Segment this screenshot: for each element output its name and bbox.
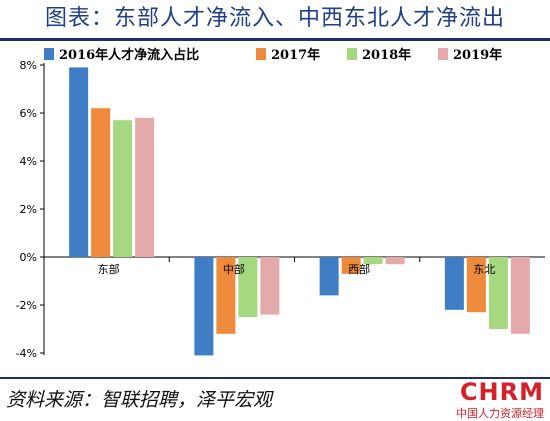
bar <box>194 257 214 356</box>
legend-label: 2019年 <box>453 47 502 63</box>
title-rule <box>0 38 550 41</box>
y-tick-label: 0% <box>20 251 37 264</box>
legend-swatch <box>438 48 448 60</box>
x-category-label: 东北 <box>473 263 495 276</box>
bar <box>238 257 258 317</box>
logo-subtitle: 中国人力资源经理 <box>456 407 544 420</box>
chrm-logo: CHRM 中国人力资源经理 <box>434 378 544 420</box>
legend-swatch <box>347 48 357 60</box>
page-title: 图表：东部人才净流入、中西东北人才净流出 <box>44 6 505 31</box>
y-tick-label: 8% <box>20 59 37 72</box>
bar <box>341 257 361 274</box>
bar <box>135 117 155 257</box>
x-category-label: 东部 <box>98 262 120 276</box>
bar <box>444 257 464 310</box>
legend-swatch <box>256 48 266 60</box>
legend-label: 2016年人才净流入占比 <box>59 47 199 63</box>
bar <box>319 257 339 296</box>
legend-label: 2017年 <box>271 47 320 63</box>
bar <box>466 257 486 313</box>
y-tick-label: 6% <box>20 107 37 120</box>
bar <box>260 257 280 315</box>
bar <box>385 257 405 265</box>
logo-wordmark: CHRM <box>459 378 544 406</box>
y-tick-label: -2% <box>16 299 37 312</box>
legend-label: 2018年 <box>362 47 411 63</box>
y-tick-label: -4% <box>16 347 37 360</box>
footer-rule <box>0 377 550 379</box>
x-category-label: 中部 <box>223 262 245 276</box>
y-tick-label: 2% <box>20 203 37 216</box>
bar <box>69 67 89 258</box>
legend-swatch <box>44 48 54 60</box>
bar <box>216 257 236 334</box>
bar <box>510 257 530 334</box>
source-note: 资料来源：智联招聘，泽平宏观 <box>6 389 273 411</box>
x-category-label: 西部 <box>348 262 370 276</box>
bar-chart: 8% 6% 4% 2% 0% -2% -4% 东部 中部 西部 东北 2016年人才净流入占比 2017… <box>16 47 545 360</box>
y-tick-label: 4% <box>20 155 37 168</box>
bar <box>363 257 383 265</box>
bar <box>113 120 133 257</box>
bar <box>488 257 508 329</box>
bar <box>91 108 111 257</box>
